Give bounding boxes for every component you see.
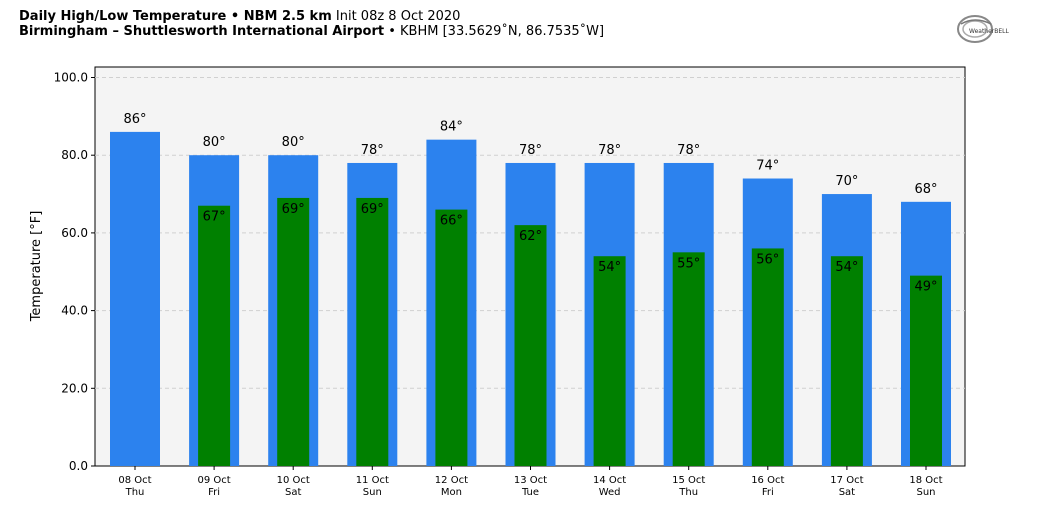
high-temp-label: 80° [203,135,226,150]
x-tick-day: Sun [916,487,935,498]
bar-labels: 86° 80° 67° 80° 69° 78° 69° 84° 66° 78° 62° 78° 54° 7… [123,112,937,295]
x-tick-date: 18 Oct [909,475,942,486]
low-temp-bar [830,256,863,466]
x-tick-day: Thu [678,487,698,498]
low-temp-bar [910,275,942,466]
chart-header: Daily High/Low Temperature • NBM 2.5 km … [19,9,604,39]
logo-text: WeatherBELL [969,28,1010,35]
high-temp-label: 70° [835,174,858,189]
y-tick-label: 100.0 [54,71,88,85]
high-temp-label: 78° [361,143,384,158]
x-tick-day: Sun [363,487,382,498]
x-tick-day: Fri [762,487,774,498]
y-tick-label: 40.0 [61,304,88,318]
y-tick-label: 80.0 [61,148,88,162]
low-temp-bar [672,252,705,466]
x-tick-date: 13 Oct [514,475,547,486]
high-temp-label: 74° [756,159,779,174]
x-tick-date: 14 Oct [593,475,626,486]
high-temp-label: 78° [519,143,542,158]
y-tick-label: 20.0 [61,381,88,395]
bars [110,131,951,467]
low-temp-bar [593,256,626,466]
x-tick-date: 15 Oct [672,475,705,486]
low-temp-bar [751,248,784,466]
high-temp-label: 78° [598,143,621,158]
low-temp-label: 66° [440,214,463,229]
title-line-2: Birmingham – Shuttlesworth International… [19,24,604,39]
low-temp-label: 56° [756,252,779,267]
station-name: Birmingham – Shuttlesworth International… [19,24,385,39]
low-temp-bar [435,209,468,466]
x-tick-day: Wed [599,487,621,498]
x-tick-day: Fri [208,487,220,498]
high-temp-label: 68° [914,182,937,197]
x-tick-day: Tue [521,487,539,498]
low-temp-label: 67° [203,210,226,225]
high-temp-label: 80° [282,135,305,150]
x-tick-date: 08 Oct [118,475,151,486]
x-tick-date: 10 Oct [277,475,310,486]
x-tick-date: 11 Oct [356,475,389,486]
high-temp-label: 86° [123,112,146,127]
chart-title: Daily High/Low Temperature • NBM 2.5 km [19,9,332,24]
init-time: Init 08z 8 Oct 2020 [335,9,461,24]
station-coords: • KBHM [33.5629˚N, 86.7535˚W] [388,24,605,39]
x-tick-date: 17 Oct [830,475,863,486]
low-temp-bar [277,197,310,466]
high-temp-label: 84° [440,120,463,135]
y-tick-label: 0.0 [69,459,88,473]
y-tick-label: 60.0 [61,226,88,240]
y-axis: 0.0 20.0 40.0 60.0 80.0 100.0 [54,71,95,473]
high-temp-label: 78° [677,143,700,158]
low-temp-label: 54° [835,260,858,275]
low-temp-label: 69° [361,202,384,217]
low-temp-bar [514,225,547,466]
weatherbell-logo-icon: WeatherBELL [957,15,1010,43]
x-tick-date: 12 Oct [435,475,468,486]
x-tick-day: Thu [125,487,145,498]
x-tick-date: 16 Oct [751,475,784,486]
low-temp-bar [356,197,389,466]
y-axis-label: Temperature [°F] [29,211,44,323]
high-temp-bar [110,131,160,466]
low-temp-label: 54° [598,260,621,275]
low-temp-label: 62° [519,229,542,244]
low-temp-bar [198,205,231,466]
x-tick-day: Sat [839,487,855,498]
low-temp-label: 69° [282,202,305,217]
low-temp-label: 49° [914,280,937,295]
x-tick-date: 09 Oct [197,475,230,486]
x-tick-day: Sat [285,487,301,498]
low-temp-label: 55° [677,256,700,271]
title-line-1: Daily High/Low Temperature • NBM 2.5 km … [19,9,604,24]
x-tick-day: Mon [441,487,462,498]
